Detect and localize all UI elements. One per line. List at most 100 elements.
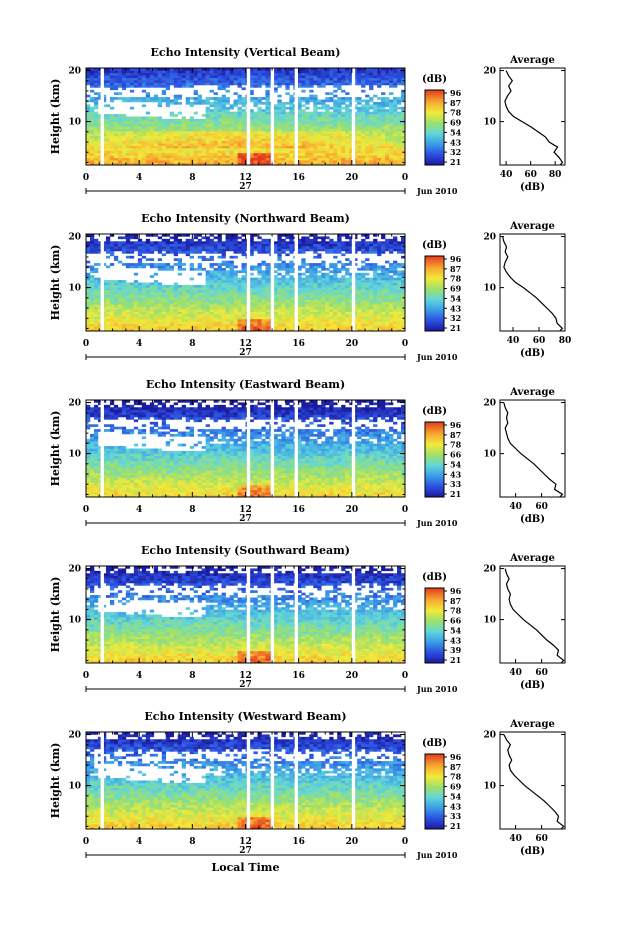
heatmap-cell: [221, 289, 226, 293]
heatmap-cell: [241, 111, 246, 115]
heatmap-cell: [377, 104, 382, 108]
heatmap-cell: [225, 118, 230, 122]
heatmap-cell: [253, 299, 258, 303]
heatmap-cell: [169, 152, 175, 156]
heatmap-cell: [313, 323, 318, 327]
heatmap-cell: [357, 80, 362, 83]
heatmap-cell: [177, 309, 182, 312]
heatmap-cell: [86, 121, 91, 125]
heatmap-cell: [181, 306, 186, 310]
heatmap-cell: [221, 68, 226, 71]
heatmap-cell: [113, 301, 119, 305]
heatmap-cell: [297, 287, 302, 291]
heatmap-cell: [353, 306, 358, 310]
heatmap-cell: [361, 82, 366, 86]
heatmap-cell: [209, 109, 214, 112]
heatmap-cell: [165, 133, 171, 137]
heatmap-cell: [89, 106, 95, 110]
heatmap-cell: [349, 287, 354, 291]
heatmap-cell: [205, 101, 210, 105]
heatmap-cell: [397, 160, 402, 163]
heatmap-cell: [377, 84, 382, 88]
heatmap-cell: [305, 135, 310, 139]
heatmap-cell: [153, 316, 159, 320]
heatmap-cell: [321, 282, 326, 286]
heatmap-cell: [381, 321, 386, 325]
heatmap-cell: [349, 309, 354, 312]
heatmap-cell: [385, 145, 390, 149]
heatmap-cell: [353, 128, 358, 132]
heatmap-cell: [213, 282, 218, 286]
heatmap-cell: [361, 282, 366, 286]
heatmap-cell: [193, 314, 198, 317]
heatmap-cell: [313, 109, 318, 112]
heatmap-cell: [221, 275, 226, 278]
heatmap-cell: [101, 311, 107, 315]
heatmap-cell: [265, 318, 270, 322]
heatmap-cell: [201, 143, 206, 146]
heatmap-cell: [193, 75, 198, 78]
heatmap-cell: [369, 114, 374, 117]
heatmap-cell: [297, 248, 302, 252]
heatmap-cell: [86, 148, 91, 151]
heatmap-cell: [385, 157, 390, 161]
heatmap-cell: [397, 301, 402, 305]
heatmap-cell: [157, 287, 163, 291]
heatmap-cell: [313, 311, 318, 315]
heatmap-cell: [89, 287, 95, 291]
heatmap-cell: [329, 250, 334, 254]
heatmap-cell: [377, 265, 382, 269]
heatmap-cell: [145, 143, 151, 146]
heatmap-cell: [165, 263, 171, 266]
heatmap-cell: [393, 126, 398, 129]
y-tick-label: 20: [68, 67, 81, 77]
heatmap-cell: [377, 309, 382, 312]
heatmap-cell: [341, 123, 346, 127]
heatmap-cell: [129, 301, 135, 305]
heatmap-cell: [285, 323, 290, 327]
heatmap-cell: [281, 287, 286, 291]
heatmap-cell: [241, 152, 246, 156]
heatmap-cell: [89, 280, 95, 283]
heatmap-cell: [113, 162, 119, 166]
heatmap-cell: [113, 287, 119, 291]
heatmap-cell: [357, 323, 362, 327]
heatmap-cell: [241, 162, 246, 166]
heatmap-cell: [305, 118, 310, 122]
heatmap-cell: [341, 287, 346, 291]
heatmap-cell: [273, 321, 278, 325]
heatmap-cell: [325, 316, 330, 320]
heatmap-cell: [385, 272, 390, 276]
heatmap-cell: [225, 123, 230, 127]
heatmap-cell: [113, 84, 119, 88]
heatmap-cell: [101, 248, 107, 252]
heatmap-cell: [253, 70, 258, 74]
heatmap-cell: [201, 255, 206, 259]
heatmap-cell: [105, 321, 111, 325]
heatmap-cell: [101, 99, 107, 103]
heatmap-cell: [205, 258, 210, 261]
heatmap-cell: [349, 148, 354, 151]
heatmap-cell: [86, 297, 91, 300]
heatmap-cell: [345, 321, 350, 325]
heatmap-cell: [161, 118, 167, 122]
heatmap-cell: [86, 292, 91, 295]
heatmap-cell: [341, 155, 346, 159]
heatmap-cell: [129, 150, 135, 154]
heatmap-cell: [341, 162, 346, 166]
heatmap-cell: [249, 128, 254, 132]
heatmap-cell: [177, 260, 182, 264]
heatmap-cell: [309, 292, 314, 295]
heatmap-cell: [105, 301, 111, 305]
heatmap-cell: [173, 131, 179, 134]
heatmap-cell: [345, 80, 350, 83]
heatmap-cell: [197, 314, 202, 317]
heatmap-cell: [153, 248, 159, 252]
heatmap-cell: [86, 314, 91, 317]
heatmap-cell: [109, 248, 115, 252]
heatmap-cell: [285, 118, 290, 122]
heatmap-cell: [225, 162, 230, 166]
heatmap-cell: [205, 145, 210, 149]
heatmap-cell: [265, 277, 270, 281]
heatmap-cell: [189, 326, 194, 329]
